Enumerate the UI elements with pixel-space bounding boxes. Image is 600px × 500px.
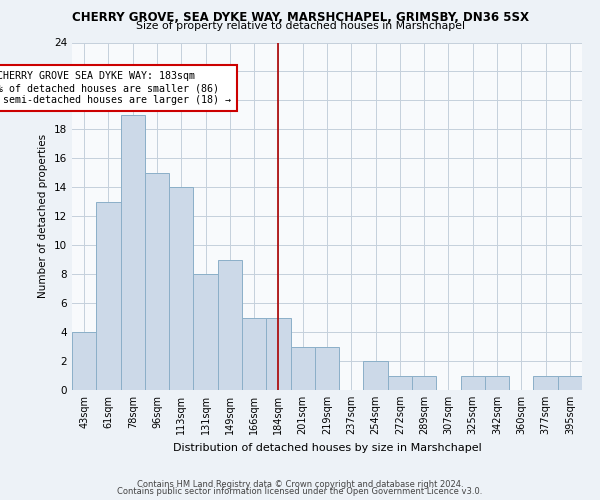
Bar (461, 376, 485, 390)
Bar (364, 361, 388, 390)
Bar (96, 202, 121, 390)
Bar (558, 376, 582, 390)
Bar (485, 376, 509, 390)
Bar (121, 115, 145, 390)
Y-axis label: Number of detached properties: Number of detached properties (38, 134, 49, 298)
Bar (290, 346, 315, 390)
Bar (315, 346, 339, 390)
Bar (169, 188, 193, 390)
Bar (193, 274, 218, 390)
Bar (218, 260, 242, 390)
Bar (72, 332, 96, 390)
X-axis label: Distribution of detached houses by size in Marshchapel: Distribution of detached houses by size … (173, 442, 481, 452)
Text: CHERRY GROVE, SEA DYKE WAY, MARSHCHAPEL, GRIMSBY, DN36 5SX: CHERRY GROVE, SEA DYKE WAY, MARSHCHAPEL,… (71, 11, 529, 24)
Text: CHERRY GROVE SEA DYKE WAY: 183sqm
← 83% of detached houses are smaller (86)
17% : CHERRY GROVE SEA DYKE WAY: 183sqm ← 83% … (0, 72, 231, 104)
Bar (388, 376, 412, 390)
Text: Contains HM Land Registry data © Crown copyright and database right 2024.: Contains HM Land Registry data © Crown c… (137, 480, 463, 489)
Bar (533, 376, 558, 390)
Bar (145, 173, 169, 390)
Bar (266, 318, 290, 390)
Bar (242, 318, 266, 390)
Text: Size of property relative to detached houses in Marshchapel: Size of property relative to detached ho… (136, 21, 464, 31)
Text: Contains public sector information licensed under the Open Government Licence v3: Contains public sector information licen… (118, 487, 482, 496)
Bar (412, 376, 436, 390)
